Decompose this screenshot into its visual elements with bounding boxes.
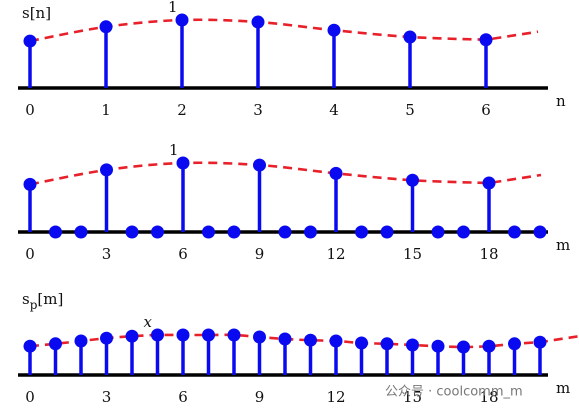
stem-panel: 1 0 1 2 3 4 5 6 n s[n]: [18, 0, 566, 119]
stem-dot: [380, 337, 394, 351]
stem-dot: [125, 329, 139, 343]
stem-dot: [457, 225, 470, 239]
stem-dot: [100, 163, 113, 177]
x-tick-label: 12: [326, 245, 345, 263]
stem-dot: [202, 328, 215, 342]
stem-dot: [74, 225, 88, 239]
label-sub: p: [30, 298, 38, 312]
stem-dot: [74, 334, 88, 348]
x-tick-label: 12: [326, 388, 345, 406]
stem-dot: [479, 33, 493, 47]
stem-dot: [49, 337, 62, 351]
stem-dot: [457, 340, 470, 354]
stem-dot: [355, 336, 368, 350]
x-tick-label: 3: [102, 388, 112, 406]
x-axis-label: m: [556, 236, 570, 254]
stem-dot: [533, 335, 547, 349]
x-tick-label: 18: [479, 245, 498, 263]
stem-dot: [380, 225, 394, 239]
stem-dot: [327, 23, 341, 37]
stem-dot: [23, 177, 37, 191]
x-tick-label: 1: [101, 101, 111, 119]
stem-dot: [508, 225, 521, 239]
stem-panel: x 0 3 6 9 12 15 18 m sp[m]: [18, 290, 579, 406]
stem-dot: [176, 328, 190, 342]
x-tick-label: 0: [25, 388, 35, 406]
stem-dot: [227, 225, 241, 239]
stem-dot: [508, 337, 521, 351]
x-axis-label: m: [556, 379, 570, 397]
stem-dot: [278, 332, 292, 346]
watermark: 公众号 · coolcomm_m: [385, 385, 523, 400]
stem-dot: [304, 333, 317, 347]
x-tick-label: 5: [405, 101, 415, 119]
stem-dot: [329, 334, 343, 348]
y-axis-label: s[n]: [22, 4, 51, 22]
stem-dot: [406, 173, 419, 187]
x-tick-label: 6: [178, 245, 188, 263]
stem-dot: [151, 225, 164, 239]
stem-dot: [253, 330, 266, 344]
x-tick-label: 2: [177, 101, 187, 119]
stem-dot: [406, 338, 419, 352]
stem-dot: [49, 225, 62, 239]
stem-dot: [202, 225, 215, 239]
label-base: s: [22, 290, 30, 308]
stem-panel: 1 0 3 6 9 12 15 18 m: [18, 141, 570, 263]
x-tick-label: 6: [481, 101, 491, 119]
x-tick-label: 0: [25, 101, 35, 119]
stem-dot: [227, 328, 241, 342]
stem-dot: [253, 158, 266, 172]
peak-label: x: [144, 313, 153, 331]
peak-label: 1: [168, 0, 178, 16]
stem-dot: [99, 20, 113, 34]
stem-dot: [482, 176, 496, 190]
x-tick-label: 3: [102, 245, 112, 263]
x-axis-label: n: [556, 92, 566, 110]
x-tick-label: 9: [255, 388, 265, 406]
label-rest: [m]: [37, 290, 63, 308]
stem-dot: [403, 30, 417, 44]
x-tick-label: 18: [479, 388, 498, 406]
x-tick-label: 15: [403, 388, 422, 406]
stem-dot: [23, 339, 37, 353]
stem-dot: [100, 331, 113, 345]
stem-dot: [533, 225, 547, 239]
stem-dot: [355, 225, 368, 239]
stem-dot: [278, 225, 292, 239]
stem-dot: [431, 339, 445, 353]
stem-dot: [329, 166, 343, 180]
x-tick-label: 4: [329, 101, 339, 119]
stem-dot: [176, 156, 190, 170]
x-tick-label: 15: [403, 245, 422, 263]
stem-dot: [304, 225, 317, 239]
stem-dot: [251, 15, 265, 29]
y-axis-label: sp[m]: [22, 290, 63, 312]
x-tick-label: 3: [253, 101, 263, 119]
stem-dot: [23, 34, 37, 48]
stem-dot: [151, 328, 164, 342]
stem-dot: [125, 225, 139, 239]
stem-dot: [431, 225, 445, 239]
stem-dot: [175, 13, 189, 27]
x-tick-label: 9: [255, 245, 265, 263]
stem-dot: [482, 339, 496, 353]
x-tick-label: 6: [178, 388, 188, 406]
x-tick-label: 0: [25, 245, 35, 263]
peak-label: 1: [169, 141, 179, 159]
